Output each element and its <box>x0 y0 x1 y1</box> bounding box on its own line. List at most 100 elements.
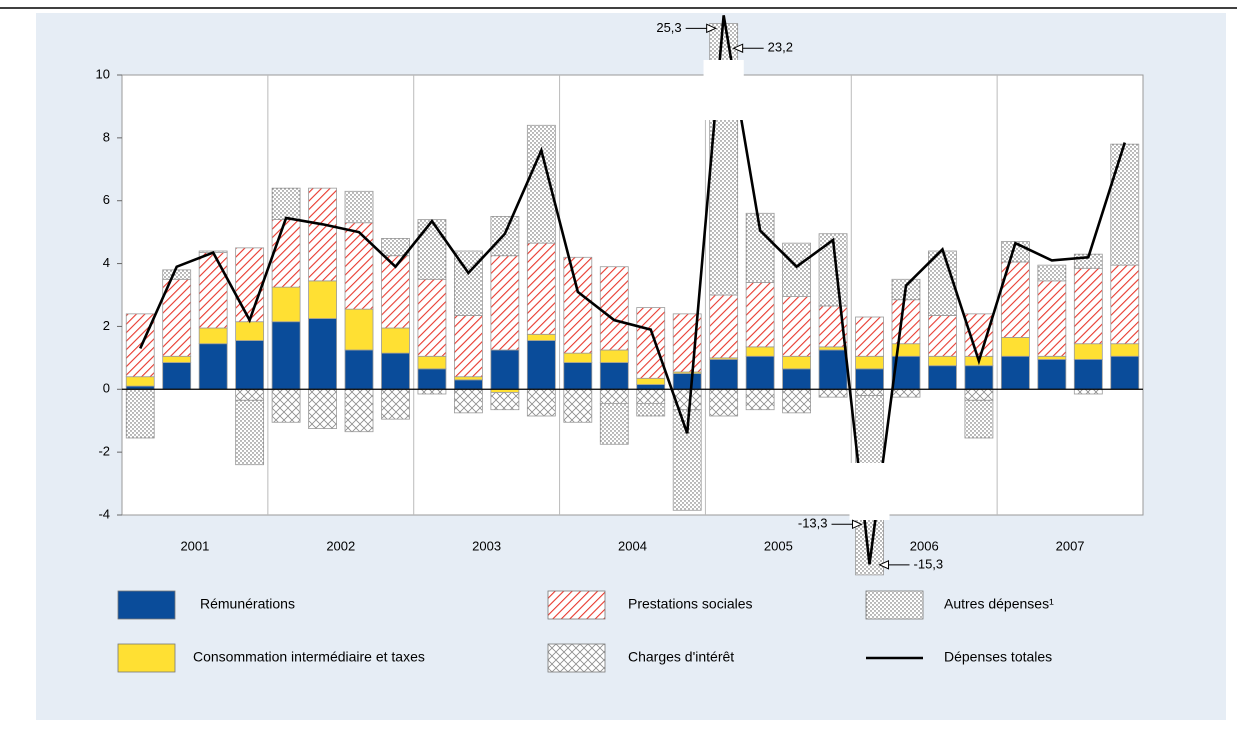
bar-segment <box>928 355 957 367</box>
bar-segment <box>891 299 921 345</box>
bar-segment <box>1110 264 1140 345</box>
bar-segment <box>235 321 265 341</box>
bar-segment <box>855 368 884 390</box>
bar-segment <box>235 247 265 323</box>
legend-label: Consommation intermédiaire et taxes <box>193 649 425 665</box>
bar-segment <box>490 349 520 390</box>
bar-segment <box>782 296 811 357</box>
bar-segment <box>235 399 265 466</box>
bar-segment <box>636 403 666 417</box>
axis-break <box>849 463 890 520</box>
bar-segment <box>526 242 556 335</box>
bar-segment <box>709 359 739 390</box>
bar-segment <box>745 346 775 357</box>
legend-swatch <box>117 643 176 673</box>
bar-segment <box>1110 343 1140 357</box>
value-label: -15,3 <box>914 556 944 571</box>
bar-segment <box>162 269 192 280</box>
bar-segment <box>417 355 447 370</box>
y-tick-label: -2 <box>98 444 110 459</box>
x-group-label: 2005 <box>764 538 793 553</box>
bar-segment <box>1110 355 1140 390</box>
bar-segment <box>818 388 848 398</box>
legend-swatch <box>547 643 606 673</box>
bar-segment <box>563 388 593 423</box>
bar-segment <box>563 362 593 390</box>
bar-segment <box>271 286 301 323</box>
bar-segment <box>125 376 155 387</box>
bar-segment <box>928 315 957 357</box>
bar-segment <box>782 368 811 390</box>
legend-swatch <box>547 590 606 620</box>
bar-segment <box>1037 264 1067 282</box>
bar-segment <box>636 384 666 390</box>
bar-segment <box>198 252 228 329</box>
legend-swatch <box>865 590 924 620</box>
arrow-head <box>706 23 717 34</box>
bar-segment <box>599 388 629 404</box>
y-tick-label: 8 <box>103 129 110 144</box>
total-line <box>139 15 1127 565</box>
bar-segment <box>782 388 811 414</box>
value-label: -13,3 <box>798 516 828 531</box>
x-group-label: 2006 <box>910 538 939 553</box>
bar-segment <box>417 388 447 395</box>
bar-segment <box>454 379 483 390</box>
bar-segment <box>198 343 228 390</box>
x-group-label: 2007 <box>1056 538 1085 553</box>
bar-segment <box>454 376 483 381</box>
x-group-label: 2001 <box>180 538 209 553</box>
legend-label: Dépenses totales <box>944 649 1052 665</box>
bar-segment <box>344 388 374 433</box>
bar-segment <box>1073 388 1103 395</box>
bar-segment <box>381 352 410 390</box>
legend-label: Charges d'intérêt <box>628 649 734 665</box>
y-tick-label: 0 <box>103 381 110 396</box>
bar-segment <box>344 349 374 390</box>
arrow-head <box>878 560 890 570</box>
bar-segment <box>162 278 192 357</box>
bar-segment <box>344 308 374 351</box>
bar-segment <box>271 388 301 423</box>
bar-segment <box>1073 359 1103 390</box>
bar-segment <box>855 316 884 357</box>
bar-segment <box>490 216 520 257</box>
bar-segment <box>417 368 447 390</box>
bar-segment <box>636 388 666 404</box>
bar-segment <box>162 362 192 390</box>
bar-segment <box>599 349 629 363</box>
bar-segment <box>308 388 337 429</box>
bar-segment <box>855 388 884 396</box>
bar-segment <box>308 318 337 390</box>
arrow-head <box>732 43 744 53</box>
bar-segment <box>599 266 629 351</box>
legend-label: Autres dépenses¹ <box>944 596 1054 612</box>
bar-segment <box>563 256 593 354</box>
bar-segment <box>198 327 228 345</box>
bar-segment <box>1073 267 1103 345</box>
bar-segment <box>271 187 301 220</box>
bar-segment <box>381 388 410 420</box>
bar-segment <box>636 377 666 385</box>
bar-segment <box>344 190 374 224</box>
bar-segment <box>271 219 301 288</box>
x-group-label: 2004 <box>618 538 647 553</box>
bar-segment <box>928 250 957 316</box>
bar-segment <box>1000 355 1030 390</box>
bar-segment <box>964 399 994 439</box>
bar-segment <box>964 388 994 401</box>
bar-segment <box>417 278 447 357</box>
bar-segment <box>636 307 666 379</box>
bar-segment <box>526 388 556 417</box>
bar-segment <box>1110 143 1140 266</box>
bar-segment <box>526 333 556 341</box>
bar-segment <box>1037 280 1067 357</box>
bar-segment <box>599 362 629 390</box>
bar-segment <box>417 219 447 280</box>
bar-segment <box>563 352 593 363</box>
bar-segment <box>818 349 848 390</box>
x-group-label: 2003 <box>472 538 501 553</box>
legend-swatch <box>117 590 176 620</box>
value-label: 25,3 <box>656 20 681 35</box>
bar-segment <box>381 238 410 257</box>
